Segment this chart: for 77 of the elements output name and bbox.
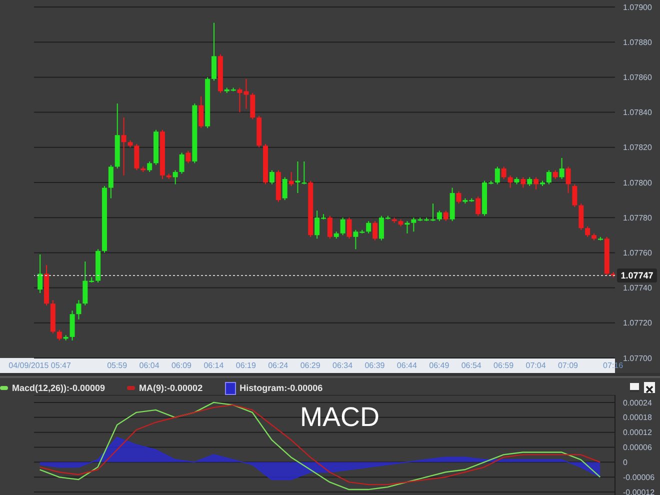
y-tick-label: 1.07800 (623, 178, 652, 188)
x-tick-label: 06:19 (236, 361, 256, 370)
x-tick-label: 06:29 (300, 361, 321, 370)
candlestick (572, 184, 578, 208)
x-tick-label: 07:09 (558, 361, 579, 370)
candlestick (346, 217, 352, 240)
y-tick-label: 1.07740 (623, 284, 652, 293)
chart-title: MACD (300, 402, 380, 433)
x-tick-label: 06:49 (429, 361, 450, 370)
candlestick (372, 220, 378, 241)
candlestick (186, 150, 191, 164)
candlestick (56, 329, 62, 341)
y-tick-label: -0.00006 (623, 472, 656, 482)
candlestick (288, 171, 294, 187)
candlestick (108, 164, 114, 199)
candlestick (585, 226, 590, 238)
y-tick-label: 1.07820 (623, 143, 652, 152)
y-tick-label: 1.07720 (623, 318, 652, 328)
x-tick-label: 06:54 (461, 361, 482, 370)
ref-line-label: 1.07747 (620, 270, 654, 281)
legend-label: MA(9):-0.00002 (139, 383, 203, 393)
candlestick (121, 117, 126, 176)
y-tick-label: 0.00006 (623, 443, 652, 452)
candlestick (147, 160, 152, 172)
candlestick (559, 157, 564, 180)
legend-label: Histogram:-0.00006 (240, 383, 323, 393)
y-tick-label: 1.07760 (623, 248, 652, 258)
x-tick-label: 05:59 (107, 361, 128, 370)
candlestick (366, 220, 372, 234)
candlestick (327, 215, 332, 240)
candlestick (546, 170, 552, 185)
y-tick-label: 0.00024 (623, 398, 652, 408)
x-tick-label: 06:59 (494, 361, 514, 370)
candlestick (134, 143, 140, 171)
y-tick-label: 1.07860 (623, 73, 652, 82)
candlestick (494, 166, 500, 185)
candlestick (198, 96, 204, 129)
candlestick (443, 210, 448, 222)
candlestick (508, 174, 513, 188)
candlestick (282, 176, 288, 201)
legend-label: Macd(12,26)):-0.00009 (12, 383, 106, 393)
x-tick-label: 06:44 (396, 361, 418, 370)
y-tick-label: 0.00018 (623, 413, 652, 422)
x-tick-label: 06:24 (268, 361, 289, 370)
candlestick (295, 160, 300, 194)
candlestick (211, 22, 216, 82)
y-tick-label: 1.07780 (623, 213, 652, 222)
y-tick-label: 0.00012 (623, 428, 652, 438)
candlestick (534, 176, 539, 190)
x-tick-label: 07:04 (526, 361, 546, 370)
candlestick (520, 176, 526, 188)
candlestick (38, 254, 43, 294)
y-tick-label: 1.07900 (623, 2, 652, 12)
y-tick-label: 0 (623, 458, 628, 468)
candlestick (250, 92, 256, 120)
candlestick (436, 210, 442, 222)
x-tick-label: 06:14 (204, 361, 224, 370)
candlestick (172, 170, 178, 185)
candlestick (501, 166, 506, 180)
x-tick-label: 06:39 (364, 361, 386, 370)
x-tick-label: 04/09/2015 05:47 (8, 361, 72, 370)
candlestick (70, 310, 75, 341)
candlestick (269, 170, 274, 185)
candlestick (566, 166, 571, 194)
candlestick (179, 152, 184, 174)
candlestick (76, 300, 82, 320)
candlestick (456, 190, 462, 204)
y-tick-label: -0.00012 (623, 488, 656, 495)
candlestick (578, 203, 584, 230)
x-tick-label: 06:09 (171, 361, 192, 370)
candlestick (340, 217, 346, 236)
y-tick-label: 1.07840 (623, 108, 652, 118)
x-tick-label: 06:34 (332, 361, 354, 370)
x-tick-label: 06:04 (139, 361, 160, 370)
y-tick-label: 1.07880 (623, 38, 652, 47)
candlestick (476, 196, 481, 216)
y-tick-label: 1.07700 (623, 354, 652, 363)
